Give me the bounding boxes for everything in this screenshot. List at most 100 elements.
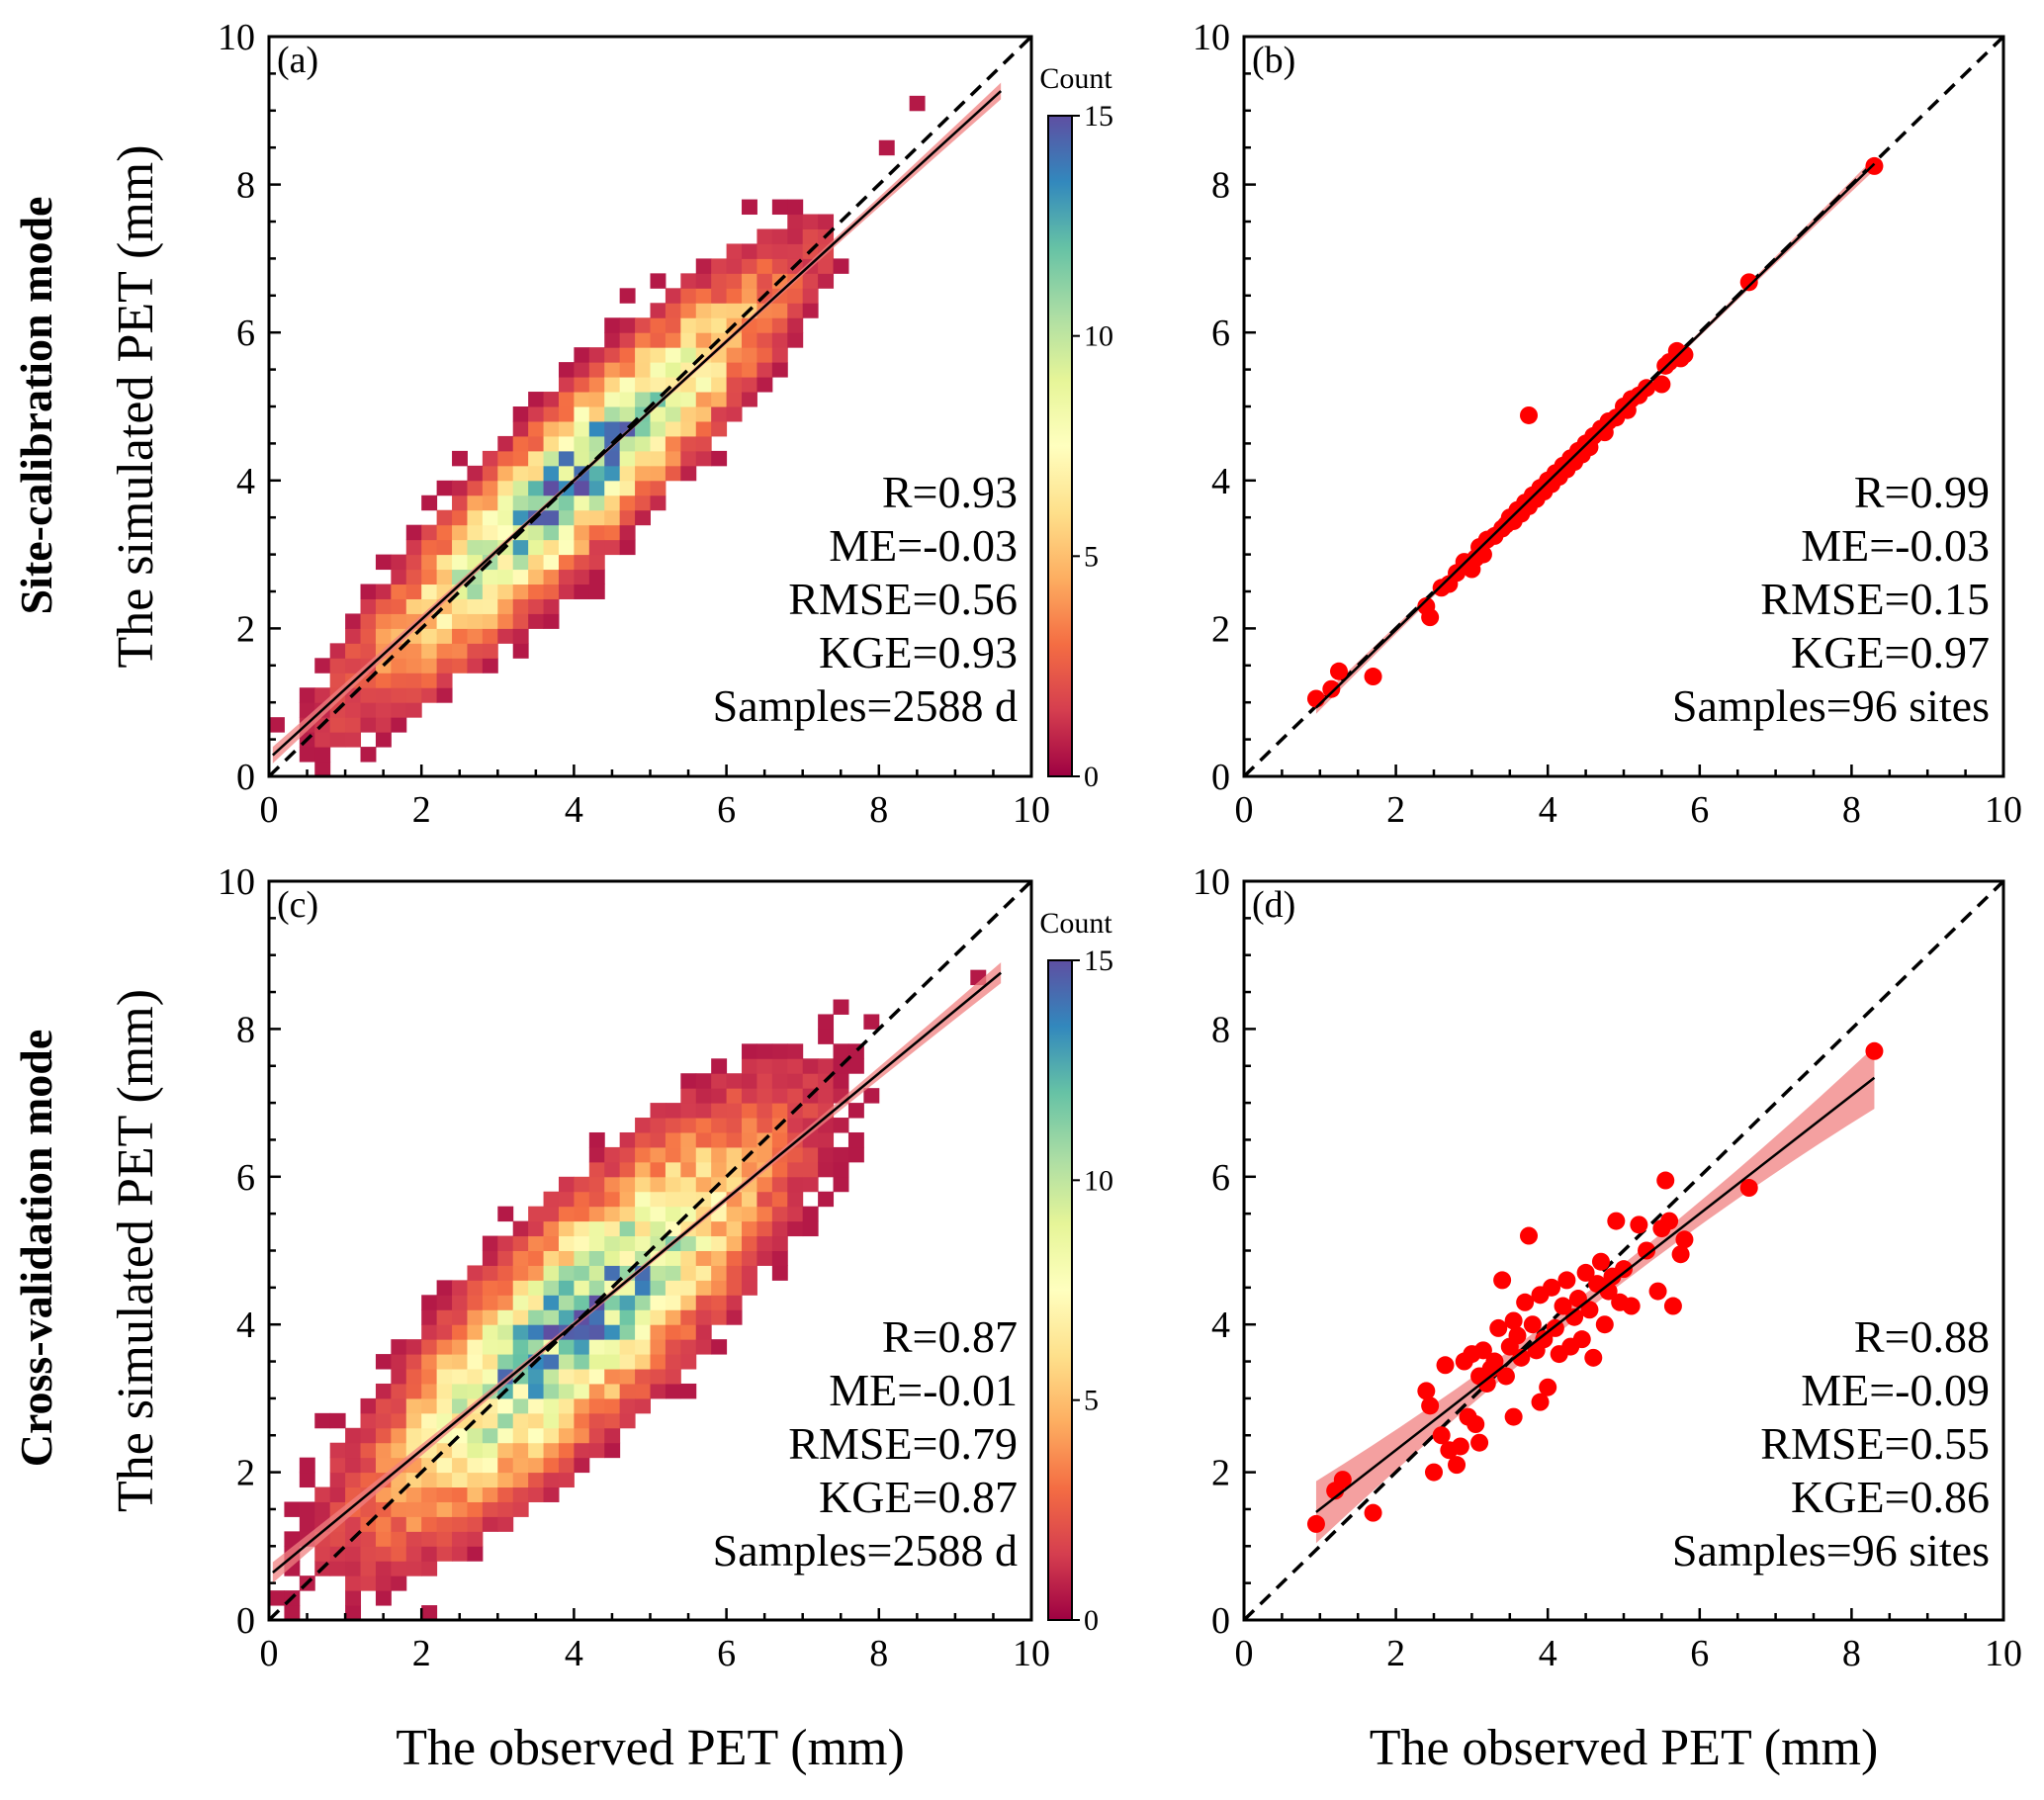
y-tick-label: 4 [1211, 461, 1230, 502]
colorbar-tick-label: 0 [1084, 1604, 1099, 1637]
heatmap-bin [467, 1309, 484, 1325]
heatmap-bin [482, 509, 498, 526]
heatmap-bin [299, 1501, 315, 1517]
heatmap-bin [650, 1131, 667, 1148]
heatmap-bin [467, 539, 484, 556]
scatter-point [1364, 1503, 1382, 1522]
heatmap-bin [284, 1531, 301, 1547]
heatmap-bin [635, 1220, 651, 1237]
heatmap-bin [405, 673, 422, 688]
heatmap-bin [726, 1146, 743, 1163]
heatmap-bin [436, 1472, 453, 1488]
heatmap-bin [695, 273, 712, 289]
heatmap-bin [650, 406, 667, 422]
heatmap-bin [635, 1131, 651, 1148]
heatmap-bin [482, 658, 498, 674]
scatter-point [1675, 345, 1694, 364]
heatmap-bin [604, 1206, 621, 1222]
heatmap-bin [421, 1295, 438, 1310]
heatmap-bin [467, 613, 484, 629]
heatmap-bin [436, 524, 453, 541]
heatmap-bin [497, 628, 514, 644]
heatmap-bin [802, 1206, 819, 1222]
heatmap-bin [512, 1427, 529, 1444]
heatmap-bin [345, 1590, 362, 1606]
heatmap-bin [452, 1516, 468, 1532]
heatmap-bin [650, 1118, 667, 1133]
heatmap-bin [771, 1043, 788, 1059]
heatmap-bin [711, 1131, 728, 1148]
heatmap-bin [695, 1309, 712, 1325]
x-tick-label: 0 [1235, 789, 1254, 831]
heatmap-bin [452, 509, 468, 526]
heatmap-bin [497, 495, 514, 511]
heatmap-bin [421, 1501, 438, 1517]
heatmap-bin [436, 1354, 453, 1370]
heatmap-bin [650, 1161, 667, 1178]
heatmap-bin [742, 1058, 757, 1074]
heatmap-bin [726, 347, 743, 363]
heatmap-bin [512, 643, 529, 659]
y-tick-label: 8 [236, 165, 255, 207]
heatmap-bin [405, 1501, 422, 1517]
heatmap-bin [482, 1369, 498, 1385]
colorbar-tick-label: 0 [1084, 761, 1099, 793]
heatmap-bin [512, 465, 529, 482]
heatmap-bin [405, 643, 422, 659]
heatmap-bin [543, 1427, 560, 1444]
stat-r: R=0.99 [1854, 467, 1990, 517]
scatter-point [1496, 1367, 1515, 1386]
heatmap-bin [665, 362, 681, 378]
heatmap-bin [574, 450, 590, 467]
heatmap-bin [543, 1442, 560, 1459]
heatmap-bin [482, 524, 498, 541]
heatmap-bin [756, 1088, 773, 1104]
heatmap-bin [375, 584, 392, 599]
heatmap-bin [497, 1324, 514, 1340]
heatmap-bin [588, 1383, 605, 1399]
heatmap-bin [802, 228, 819, 244]
heatmap-bin [635, 465, 651, 482]
heatmap-bin [756, 243, 773, 259]
heatmap-bin [574, 1280, 590, 1296]
heatmap-bin [543, 1295, 560, 1310]
heatmap-bin [497, 1354, 514, 1370]
heatmap-bin [405, 524, 422, 541]
colorbar-gradient [1047, 959, 1073, 1621]
x-tick-label: 0 [1235, 1633, 1254, 1674]
stat-me: ME=-0.03 [1801, 520, 1990, 571]
heatmap-bin [619, 1131, 636, 1148]
heatmap-bin [452, 1295, 468, 1310]
heatmap-bin [604, 1339, 621, 1355]
heatmap-bin [787, 1058, 804, 1074]
heatmap-bin [314, 1501, 331, 1517]
heatmap-bin [665, 347, 681, 363]
heatmap-bin [650, 303, 667, 318]
heatmap-bin [711, 1220, 728, 1237]
heatmap-bin [574, 1220, 590, 1237]
heatmap-bin [574, 1442, 590, 1459]
heatmap-bin [742, 1088, 757, 1104]
heatmap-bin [726, 377, 743, 393]
heatmap-bin [574, 569, 590, 585]
heatmap-bin [726, 1295, 743, 1310]
heatmap-bin [726, 273, 743, 289]
stat-samples: Samples=2588 d [713, 680, 1018, 731]
heatmap-bin [726, 1103, 743, 1119]
heatmap-bin [543, 1324, 560, 1340]
heatmap-bin [528, 584, 545, 599]
heatmap-bin [742, 362, 757, 378]
heatmap-bin [329, 1457, 346, 1474]
heatmap-bin [436, 1280, 453, 1296]
heatmap-bin [391, 598, 407, 614]
heatmap-bin [680, 465, 697, 482]
heatmap-bin [818, 1029, 835, 1044]
heatmap-bin [558, 509, 575, 526]
heatmap-bin [558, 1383, 575, 1399]
heatmap-bin [452, 1383, 468, 1399]
heatmap-bin [695, 1176, 712, 1193]
y-tick-label: 6 [1211, 313, 1230, 354]
heatmap-bin [452, 1324, 468, 1340]
heatmap-bin [574, 1412, 590, 1429]
